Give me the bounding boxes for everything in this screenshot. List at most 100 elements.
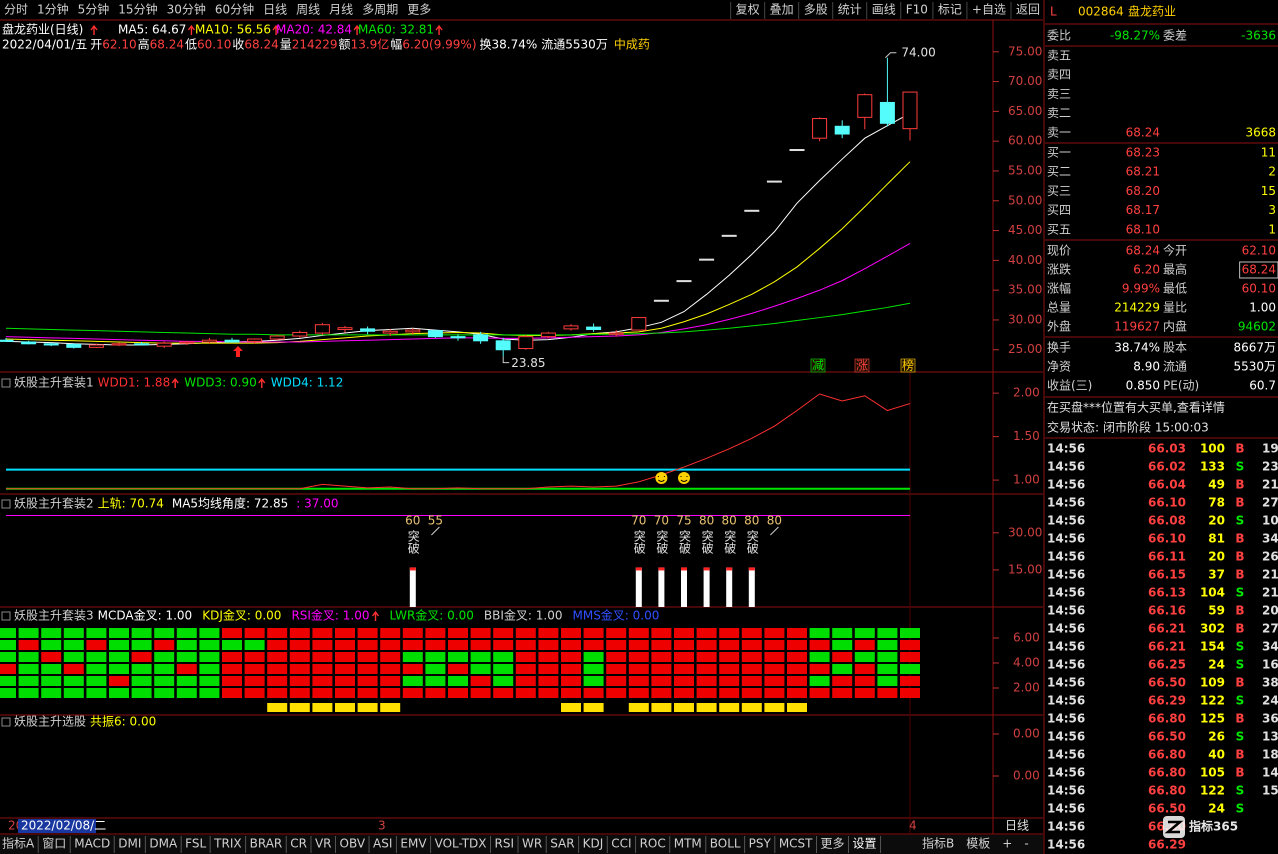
signal-cell: [787, 664, 807, 674]
period-tab[interactable]: 分时: [4, 3, 28, 17]
arrow-icon: [435, 24, 443, 35]
indicator-tab[interactable]: 模板: [966, 837, 990, 851]
period-tab[interactable]: 更多: [407, 3, 431, 17]
trade-volume: 122: [1200, 694, 1225, 708]
signal-cell: [244, 676, 265, 686]
signal-cell: [380, 628, 401, 638]
indicator-tab[interactable]: CR: [290, 837, 307, 851]
signal-cell: [606, 640, 627, 650]
toolbar-button[interactable]: 复权: [736, 3, 760, 17]
stock-name: 盘龙药业: [1128, 4, 1176, 19]
signal-cell: [357, 664, 378, 674]
signal-cell: [854, 640, 875, 650]
toolbar-button[interactable]: 返回: [1016, 3, 1040, 17]
indicator-tab[interactable]: FSL: [185, 837, 206, 851]
indicator-tab[interactable]: MACD: [74, 837, 110, 851]
panel-icon: [1, 717, 11, 727]
indicator-tab[interactable]: MCST: [779, 837, 813, 851]
stat-value: -98.27%: [1110, 29, 1160, 43]
period-tab[interactable]: 多周期: [362, 3, 398, 17]
angle-label: 70: [631, 514, 646, 528]
signal-cell: [628, 688, 649, 698]
period-tab[interactable]: 5分钟: [78, 2, 110, 17]
signal-cell: [787, 688, 807, 698]
notice[interactable]: 在买盘***位置有大买单,查看详情: [1047, 400, 1225, 415]
candle-body: [360, 328, 376, 332]
indicator-tab[interactable]: DMA: [149, 837, 178, 851]
signal-cell: [470, 664, 491, 674]
indicator-tab[interactable]: BOLL: [710, 837, 741, 851]
indicator-tab[interactable]: WR: [522, 837, 542, 851]
candle-body: [382, 330, 398, 334]
indicator-tab[interactable]: TRIX: [213, 837, 241, 851]
toolbar-button[interactable]: 画线: [872, 3, 896, 17]
period-tab[interactable]: 日线: [263, 3, 287, 17]
candle-body: [179, 341, 195, 344]
period-tab[interactable]: 月线: [329, 3, 353, 17]
signal-cell: [674, 628, 694, 638]
book-volume: 15: [1261, 184, 1276, 198]
indicator-tab[interactable]: SAR: [550, 837, 574, 851]
flag-cell: [312, 703, 333, 712]
signal-cell: [380, 640, 401, 650]
signal-cell: [402, 676, 423, 686]
indicator-tab[interactable]: +: [1002, 837, 1012, 851]
indicator-tab[interactable]: 指标A: [2, 836, 35, 851]
indicator-tab[interactable]: VR: [315, 837, 332, 851]
toolbar-button[interactable]: 多股: [804, 3, 828, 17]
signal-cell: [18, 628, 39, 638]
indicator-tab[interactable]: -: [1024, 837, 1028, 851]
signal-cell: [335, 628, 355, 638]
toolbar-button[interactable]: 统计: [838, 3, 862, 17]
indicator-tab[interactable]: ROC: [640, 837, 666, 851]
signal-cell: [154, 628, 175, 638]
toolbar-button[interactable]: 叠加: [770, 3, 794, 17]
indicator-tab[interactable]: MTM: [674, 837, 702, 851]
indicator-tab[interactable]: DMI: [118, 837, 141, 851]
trade-volume: 20: [1208, 550, 1225, 564]
trade-price: 66.02: [1148, 460, 1186, 474]
signal-arrow: [233, 346, 243, 357]
trade-volume: 125: [1200, 712, 1225, 726]
period-tab[interactable]: 1分钟: [37, 2, 69, 17]
indicator-tab[interactable]: ASI: [373, 837, 392, 851]
indicator-tab[interactable]: VOL-TDX: [435, 837, 487, 851]
signal-cell: [583, 628, 604, 638]
signal-bar-cap: [409, 567, 416, 571]
indicator-tab[interactable]: EMV: [400, 837, 427, 851]
period-tab[interactable]: 30分钟: [167, 2, 206, 17]
book-label: 买五: [1047, 222, 1071, 236]
flag-cell: [764, 703, 785, 712]
smiley-icon: [678, 472, 690, 484]
indicator-tab[interactable]: 设置: [853, 837, 877, 851]
indicator-tab[interactable]: OBV: [340, 837, 366, 851]
toolbar-button[interactable]: F10: [906, 3, 928, 17]
trade-price: 66.13: [1148, 586, 1186, 600]
stat-value: 94602: [1238, 320, 1276, 334]
toolbar-button[interactable]: 标记: [938, 3, 962, 17]
indicator-tab[interactable]: BRAR: [250, 837, 283, 851]
signal-cell: [538, 688, 559, 698]
signal-cell: [63, 640, 84, 650]
signal-cell: [267, 676, 288, 686]
indicator-tab[interactable]: CCI: [611, 837, 631, 851]
trade-side: S: [1236, 640, 1245, 654]
period-tab[interactable]: 60分钟: [215, 2, 254, 17]
period-tab[interactable]: 15分钟: [118, 2, 157, 17]
indicator-tab[interactable]: KDJ: [583, 837, 604, 851]
signal-cell: [199, 652, 220, 662]
trade-count: 36: [1262, 712, 1278, 726]
indicator-tab[interactable]: 窗口: [42, 837, 66, 851]
indicator-tab[interactable]: 更多: [821, 837, 845, 851]
signal-cell: [764, 652, 785, 662]
signal-cell: [63, 652, 84, 662]
signal-cell: [741, 664, 762, 674]
period-tab[interactable]: 周线: [296, 3, 320, 17]
toolbar-button[interactable]: +自选: [972, 3, 1006, 17]
indicator-tab[interactable]: PSY: [749, 837, 772, 851]
indicator-tab[interactable]: RSI: [495, 837, 515, 851]
indicator-tab[interactable]: 指标B: [922, 836, 954, 851]
book-label: 买二: [1047, 165, 1071, 179]
stat-value: -3636: [1241, 29, 1276, 43]
trade-count: 19: [1262, 442, 1278, 456]
